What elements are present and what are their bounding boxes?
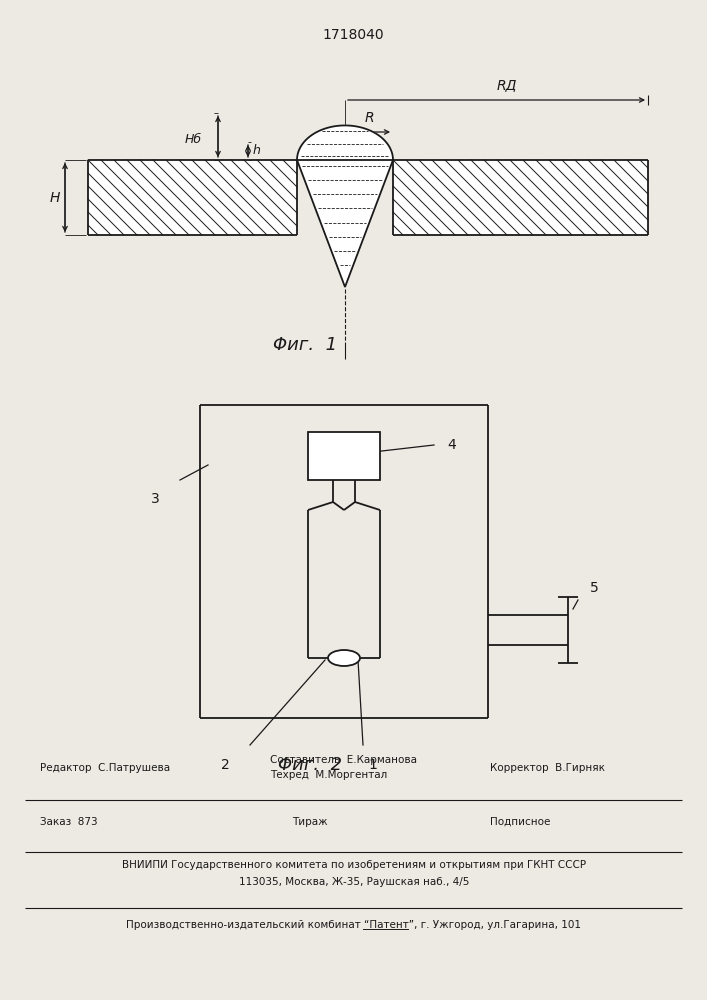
Ellipse shape <box>328 650 360 666</box>
Text: Заказ  873: Заказ 873 <box>40 817 98 827</box>
Text: RД: RД <box>496 78 517 92</box>
Text: 1718040: 1718040 <box>322 28 384 42</box>
Bar <box>88 160 297 235</box>
Bar <box>308 432 380 480</box>
Text: 4: 4 <box>447 438 456 452</box>
Polygon shape <box>297 160 393 287</box>
Text: Подписное: Подписное <box>490 817 550 827</box>
Text: Редактор  С.Патрушева: Редактор С.Патрушева <box>40 763 170 773</box>
Text: H: H <box>49 190 60 205</box>
Text: h: h <box>253 144 261 157</box>
Text: 113035, Москва, Ж-35, Раушская наб., 4/5: 113035, Москва, Ж-35, Раушская наб., 4/5 <box>239 877 469 887</box>
Text: 3: 3 <box>151 492 159 506</box>
Text: Тираж: Тираж <box>292 817 328 827</box>
Text: Φиг.  2: Φиг. 2 <box>278 756 342 774</box>
Text: Hб: Hб <box>185 133 202 146</box>
Text: Составитель  Е.Карманова: Составитель Е.Карманова <box>270 755 417 765</box>
Polygon shape <box>297 125 393 160</box>
Text: Корректор  В.Гирняк: Корректор В.Гирняк <box>490 763 605 773</box>
Text: Производственно-издательский комбинат “Патент”, г. Ужгород, ул.Гагарина, 101: Производственно-издательский комбинат “П… <box>127 920 581 930</box>
Text: 5: 5 <box>590 581 599 595</box>
Text: 1: 1 <box>368 758 378 772</box>
Text: 2: 2 <box>221 758 229 772</box>
Text: ВНИИПИ Государственного комитета по изобретениям и открытиям при ГКНТ СССР: ВНИИПИ Государственного комитета по изоб… <box>122 860 586 870</box>
Text: Φиг.  1: Φиг. 1 <box>273 336 337 354</box>
Text: Техред  М.Моргентал: Техред М.Моргентал <box>270 770 387 780</box>
Text: R: R <box>364 111 374 125</box>
Bar <box>393 160 648 235</box>
